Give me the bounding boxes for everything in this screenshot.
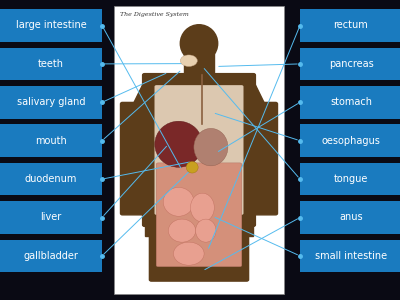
Text: large intestine: large intestine	[16, 20, 86, 31]
FancyBboxPatch shape	[114, 6, 284, 294]
FancyBboxPatch shape	[300, 124, 400, 157]
Ellipse shape	[194, 128, 228, 166]
FancyBboxPatch shape	[120, 102, 146, 215]
Ellipse shape	[174, 242, 204, 265]
Text: duodenum: duodenum	[25, 174, 77, 184]
Bar	[145, 208, 254, 236]
FancyBboxPatch shape	[300, 163, 400, 195]
Ellipse shape	[196, 219, 216, 242]
FancyBboxPatch shape	[0, 86, 102, 118]
Text: tongue: tongue	[334, 174, 368, 184]
FancyBboxPatch shape	[0, 48, 102, 80]
Ellipse shape	[180, 25, 218, 62]
FancyBboxPatch shape	[300, 9, 400, 42]
Text: stomach: stomach	[330, 97, 372, 107]
Ellipse shape	[186, 161, 198, 173]
FancyBboxPatch shape	[0, 124, 102, 157]
Text: liver: liver	[40, 212, 62, 223]
FancyBboxPatch shape	[0, 9, 102, 42]
Text: pancreas: pancreas	[329, 59, 373, 69]
Text: small intestine: small intestine	[315, 251, 387, 261]
Ellipse shape	[155, 121, 202, 167]
FancyBboxPatch shape	[149, 215, 248, 281]
Text: mouth: mouth	[35, 136, 67, 146]
Ellipse shape	[168, 219, 196, 242]
Ellipse shape	[190, 193, 214, 222]
Text: The Digestive System: The Digestive System	[120, 12, 189, 17]
FancyBboxPatch shape	[300, 48, 400, 80]
FancyBboxPatch shape	[154, 85, 244, 215]
Text: rectum: rectum	[334, 20, 368, 31]
Polygon shape	[128, 81, 270, 116]
FancyBboxPatch shape	[184, 49, 214, 78]
Ellipse shape	[180, 55, 197, 67]
FancyBboxPatch shape	[0, 240, 102, 272]
Text: teeth: teeth	[38, 59, 64, 69]
Ellipse shape	[163, 188, 194, 216]
Text: salivary gland: salivary gland	[17, 97, 85, 107]
FancyBboxPatch shape	[300, 240, 400, 272]
FancyBboxPatch shape	[300, 86, 400, 118]
FancyBboxPatch shape	[300, 201, 400, 234]
FancyBboxPatch shape	[0, 163, 102, 195]
FancyBboxPatch shape	[251, 102, 278, 215]
FancyBboxPatch shape	[0, 201, 102, 234]
FancyBboxPatch shape	[156, 163, 242, 267]
Text: anus: anus	[339, 212, 363, 223]
Text: oesophagus: oesophagus	[322, 136, 380, 146]
Text: gallbladder: gallbladder	[24, 251, 78, 261]
FancyBboxPatch shape	[142, 74, 256, 226]
